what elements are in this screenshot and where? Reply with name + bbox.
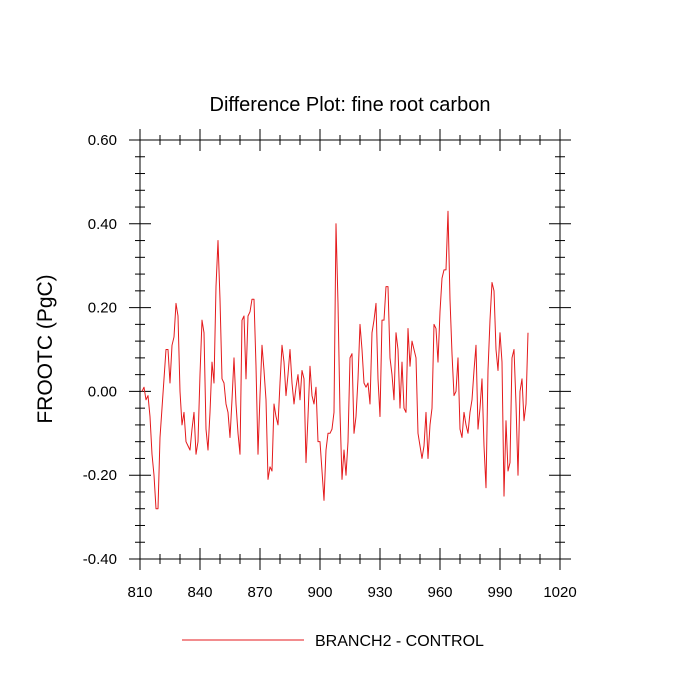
x-tick-label: 810 <box>127 584 152 601</box>
major-ticks <box>129 129 571 570</box>
x-tick-label: 840 <box>187 584 212 601</box>
series-line-branch2-control <box>141 210 529 510</box>
x-tick-label: 930 <box>367 584 392 601</box>
x-tick-label: 900 <box>307 584 332 601</box>
y-axis-label: FROOTC (PgC) <box>34 274 57 423</box>
y-tick-label: 0.20 <box>88 300 117 317</box>
minor-ticks <box>135 135 565 564</box>
chart-title: Difference Plot: fine root carbon <box>210 94 491 116</box>
x-tick-labels: 810 840 870 900 930 960 990 1020 <box>127 584 576 601</box>
y-tick-label: -0.40 <box>83 551 117 568</box>
y-tick-labels: -0.40 -0.20 0.00 0.20 0.40 0.60 <box>83 132 117 568</box>
x-tick-label: 990 <box>487 584 512 601</box>
x-tick-label: 960 <box>427 584 452 601</box>
plot-frame <box>139 139 561 560</box>
y-tick-label: 0.00 <box>88 383 117 400</box>
x-tick-label: 870 <box>247 584 272 601</box>
y-tick-label: 0.60 <box>88 132 117 149</box>
y-tick-label: -0.20 <box>83 467 117 484</box>
legend: BRANCH2 - CONTROL <box>182 633 484 650</box>
x-tick-label: 1020 <box>543 584 576 601</box>
y-tick-label: 0.40 <box>88 216 117 233</box>
legend-label: BRANCH2 - CONTROL <box>315 633 484 650</box>
